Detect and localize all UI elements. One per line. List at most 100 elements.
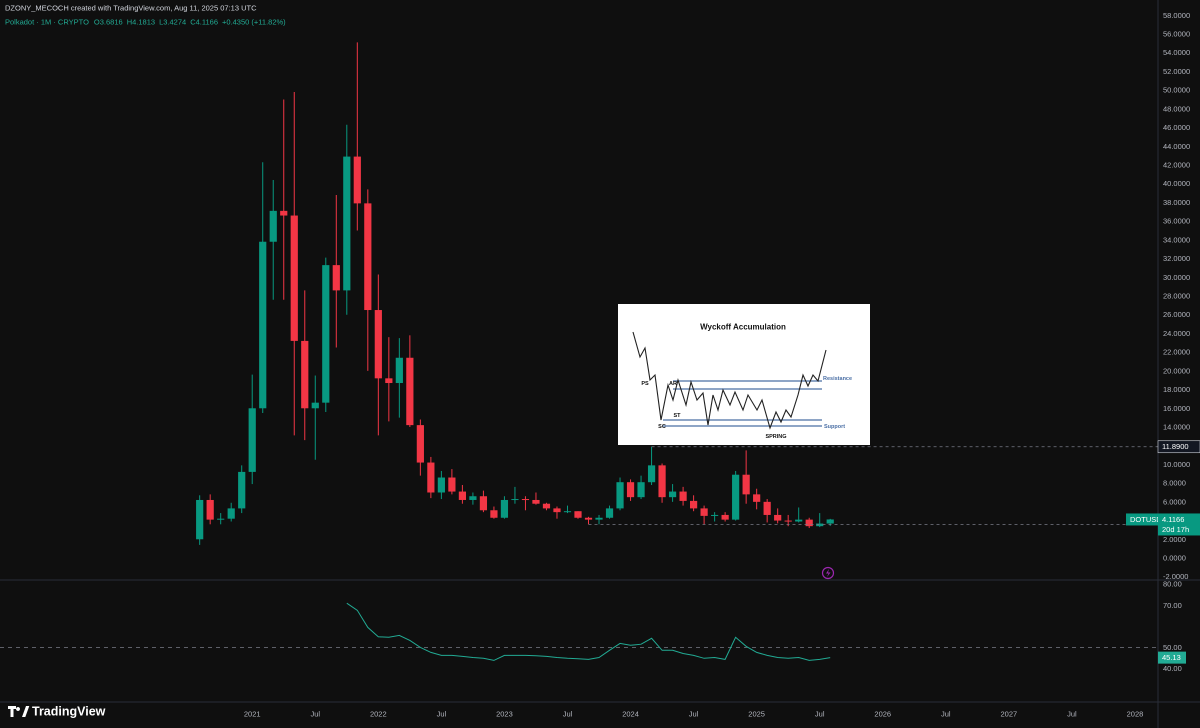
y-tick-label: 44.0000 <box>1163 142 1190 151</box>
candle-body <box>217 518 225 520</box>
x-tick-label: Jul <box>689 710 699 719</box>
symbol: Polkadot · 1M · CRYPTO <box>5 18 89 27</box>
y-tick-label: 48.0000 <box>1163 104 1190 113</box>
y-tick-label: 8.0000 <box>1163 479 1186 488</box>
candle-body <box>395 357 403 384</box>
candle-body <box>711 514 719 516</box>
candle-body <box>511 499 519 501</box>
alert-icon[interactable] <box>821 566 835 580</box>
candle-body <box>332 265 340 291</box>
y-tick-label: 24.0000 <box>1163 329 1190 338</box>
horizontal-line-label: 11.8900 <box>1162 442 1189 451</box>
candle-body <box>595 517 603 520</box>
inset-label: SPRING <box>765 434 786 440</box>
candle-body <box>469 496 477 500</box>
candle-body <box>690 500 698 509</box>
rsi-value: 45.13 <box>1162 653 1181 662</box>
last-price-value: 4.1166 <box>1162 515 1184 524</box>
candle-body <box>563 511 572 513</box>
candle-body <box>542 503 551 509</box>
candle-body <box>774 514 782 521</box>
candle-body <box>301 340 309 409</box>
ohlc-label: +0.4350 (+11.82%) <box>222 18 286 27</box>
x-tick-label: Jul <box>563 710 573 719</box>
x-tick-label: 2021 <box>244 710 261 719</box>
y-tick-label: 6.0000 <box>1163 497 1186 506</box>
ohlc-label: H4.1813 <box>127 18 155 27</box>
candle-body <box>259 241 267 409</box>
candle-body <box>626 482 635 498</box>
candle-body <box>605 508 614 518</box>
candle-body <box>238 471 246 509</box>
candle-body <box>364 203 372 311</box>
last-price-box <box>1158 513 1200 536</box>
y-tick-label: 0.0000 <box>1163 553 1186 562</box>
alert-circle[interactable] <box>821 566 835 580</box>
y-tick-label: 2.0000 <box>1163 535 1186 544</box>
y-tick-label: 32.0000 <box>1163 254 1190 263</box>
candle-body <box>700 508 708 516</box>
candle-body <box>490 510 498 518</box>
brand-name: TradingView <box>32 705 106 719</box>
candle-body <box>784 520 792 522</box>
candle-body <box>385 378 393 384</box>
candle-body <box>437 477 445 493</box>
ohlc-label: L3.4274 <box>159 18 186 27</box>
inset-label: ST <box>673 413 681 419</box>
price-path <box>632 331 827 430</box>
candle-body <box>668 491 677 498</box>
wyckoff-inset: Wyckoff Accumulation PS AR ST SC SPRING … <box>618 304 870 445</box>
ohlc-label: O3.6816 <box>94 18 123 27</box>
countdown: 20d 17h <box>1162 525 1189 534</box>
candle-body <box>458 491 466 500</box>
candle-body <box>658 465 666 498</box>
y-tick-label: 18.0000 <box>1163 385 1190 394</box>
alert-bolt[interactable] <box>826 569 831 577</box>
candle-body <box>427 462 435 493</box>
candle-body <box>805 519 813 527</box>
last-price-tag <box>1126 513 1158 526</box>
x-tick-label: 2022 <box>370 710 387 719</box>
legend: Polkadot · 1M · CRYPTO O3.6816 H4.1813 L3.… <box>5 18 286 27</box>
y-tick-label: 22.0000 <box>1163 348 1190 357</box>
candle-body <box>227 508 235 519</box>
credit: DZONY_MECOCH created with TradingView.co… <box>5 4 257 13</box>
candle-body <box>637 482 645 498</box>
candle-body <box>647 465 656 483</box>
y-tick-label: 70.00 <box>1163 601 1182 610</box>
x-tick-label: Jul <box>941 710 951 719</box>
candle-body <box>763 501 771 515</box>
candle-body <box>311 402 319 409</box>
inset-background <box>618 304 870 445</box>
candle-body <box>795 519 803 522</box>
candle-body <box>416 425 424 463</box>
candle-body <box>721 514 729 520</box>
inset-title: Wyckoff Accumulation <box>700 323 786 332</box>
x-tick-label: Jul <box>437 710 447 719</box>
inset-label: AR <box>669 381 677 387</box>
candle-body <box>742 474 750 495</box>
candle-body <box>374 310 382 379</box>
candle-body <box>448 477 456 492</box>
x-tick-label: 2028 <box>1127 710 1144 719</box>
inset-label: SC <box>658 424 666 430</box>
y-tick-label: 54.0000 <box>1163 48 1190 57</box>
x-tick-label: Jul <box>1067 710 1077 719</box>
candle-body <box>816 523 824 527</box>
y-tick-label: 40.0000 <box>1163 179 1190 188</box>
candle-body <box>584 517 593 520</box>
candle-body <box>679 491 687 501</box>
candle-body <box>500 499 509 518</box>
x-tick-label: 2024 <box>622 710 639 719</box>
y-tick-label: 80.00 <box>1163 580 1182 589</box>
last-price-symbol: DOTUSD <box>1130 515 1162 524</box>
y-tick-label: 50.0000 <box>1163 86 1190 95</box>
inset-level: Support <box>824 424 845 430</box>
candle-body <box>196 499 204 540</box>
y-tick-label: 50.00 <box>1163 643 1182 652</box>
rsi-line <box>346 602 831 661</box>
y-tick-label: 16.0000 <box>1163 404 1190 413</box>
x-tick-label: 2023 <box>496 710 513 719</box>
y-tick-label: 56.0000 <box>1163 30 1190 39</box>
